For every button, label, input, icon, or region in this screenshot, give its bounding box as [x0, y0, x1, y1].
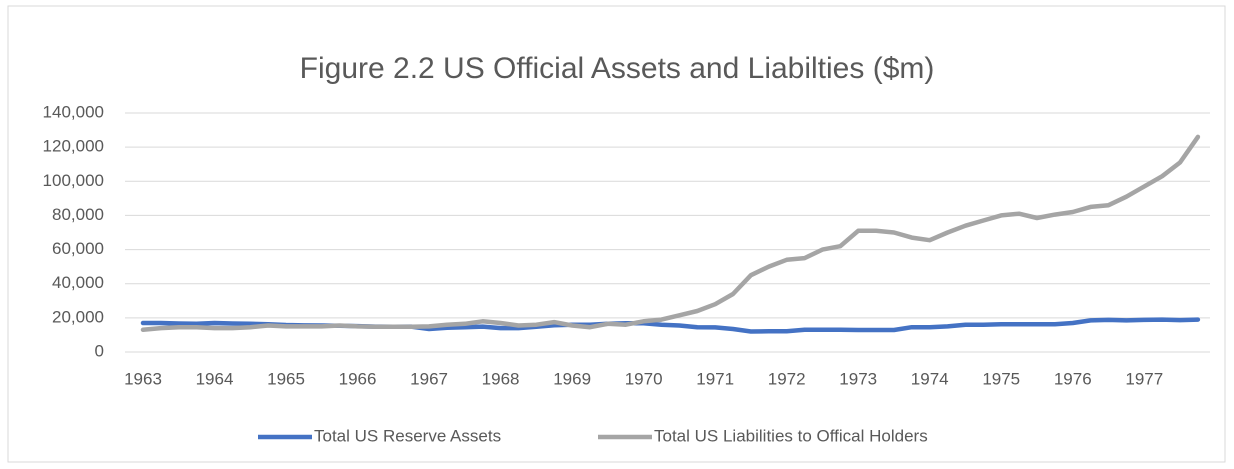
y-tick-label: 40,000 — [52, 273, 104, 292]
x-tick-label: 1975 — [982, 369, 1020, 388]
legend-label: Total US Liabilities to Offical Holders — [654, 426, 928, 445]
legend-label: Total US Reserve Assets — [314, 426, 501, 445]
series-line — [140, 134, 1201, 333]
x-tick-label: 1969 — [553, 369, 591, 388]
x-tick-label: 1973 — [839, 369, 877, 388]
x-tick-label: 1974 — [911, 369, 949, 388]
x-tick-label: 1966 — [339, 369, 377, 388]
y-tick-label: 120,000 — [43, 137, 104, 156]
x-tick-label: 1964 — [196, 369, 234, 388]
chart-title: Figure 2.2 US Official Assets and Liabil… — [300, 52, 935, 85]
chart-frame — [7, 5, 1226, 463]
x-tick-label: 1968 — [482, 369, 520, 388]
x-tick-label: 1972 — [768, 369, 806, 388]
x-tick-label: 1970 — [625, 369, 663, 388]
y-tick-label: 60,000 — [52, 239, 104, 258]
x-tick-label: 1971 — [696, 369, 734, 388]
y-tick-label: 140,000 — [43, 102, 104, 121]
x-tick-label: 1976 — [1054, 369, 1092, 388]
x-tick-label: 1963 — [124, 369, 162, 388]
y-tick-label: 80,000 — [52, 205, 104, 224]
x-tick-label: 1967 — [410, 369, 448, 388]
y-tick-label: 100,000 — [43, 171, 104, 190]
x-tick-label: 1965 — [267, 369, 305, 388]
y-tick-label: 20,000 — [52, 307, 104, 326]
y-tick-label: 0 — [95, 341, 104, 360]
x-tick-label: 1977 — [1125, 369, 1163, 388]
